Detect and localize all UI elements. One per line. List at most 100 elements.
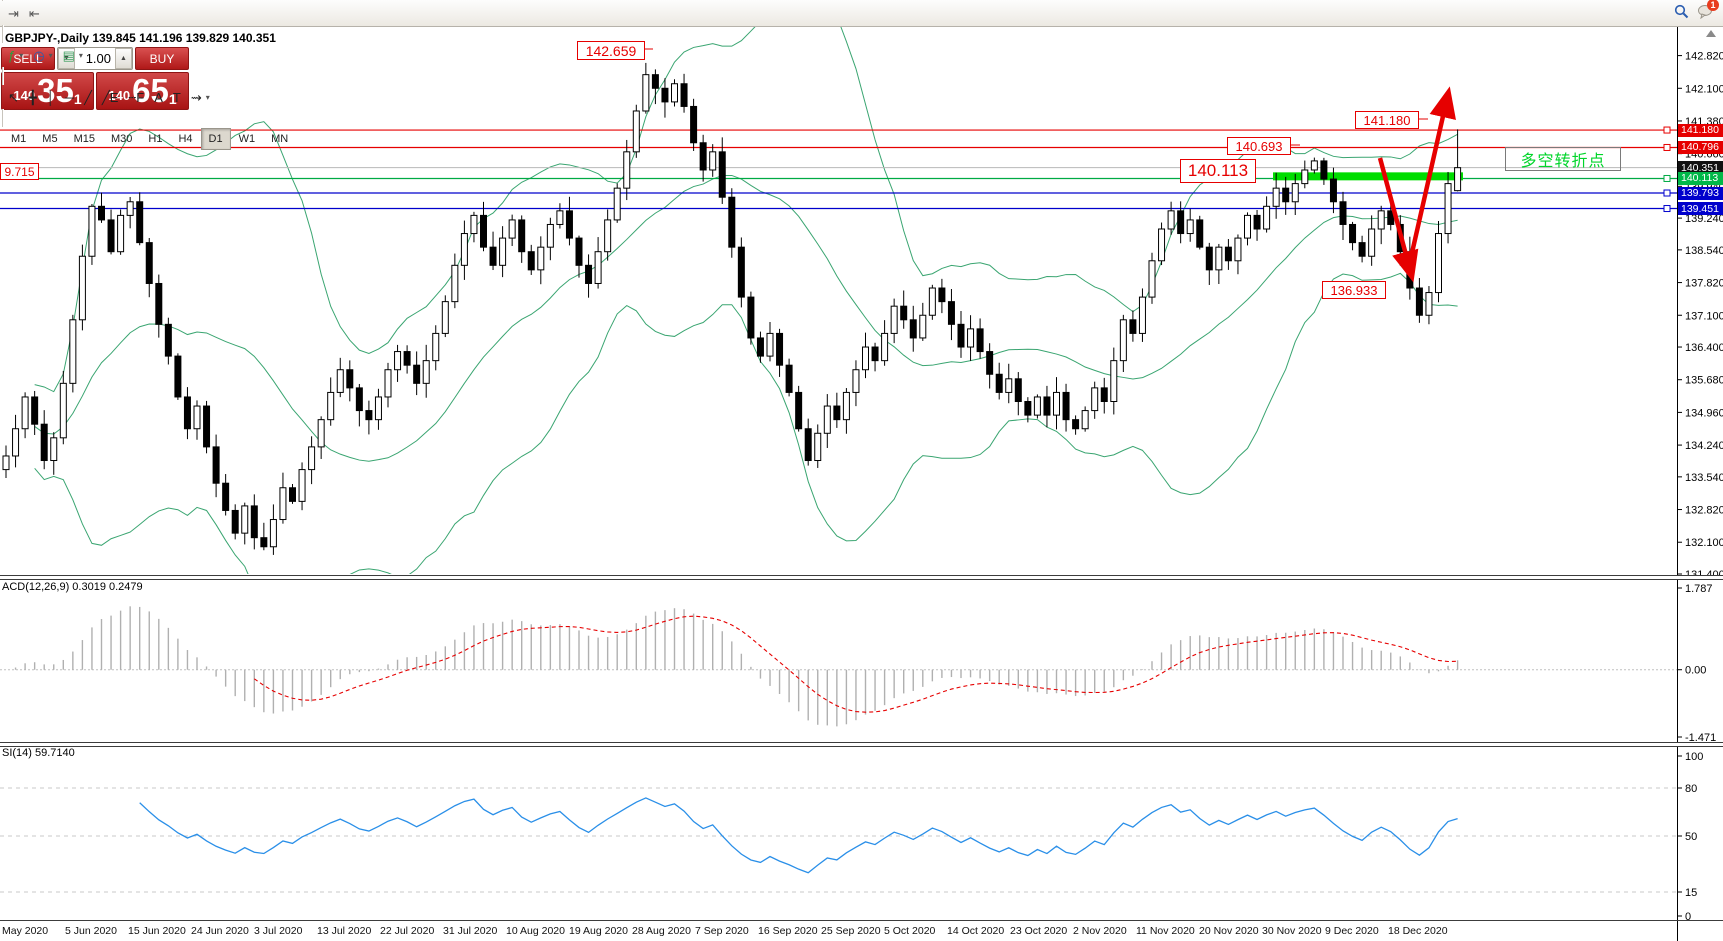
date-tick-label: 9 Dec 2020 [1325, 925, 1379, 937]
trendline-icon: ╱ [84, 89, 92, 105]
text-icon[interactable]: A [149, 85, 168, 109]
date-tick-label: 28 Aug 2020 [632, 925, 691, 937]
date-tick-label: 24 Jun 2020 [191, 925, 249, 937]
date-tick-label: 7 Sep 2020 [695, 925, 749, 937]
date-tick-label: 16 Sep 2020 [758, 925, 818, 937]
dropdown-arrow-icon[interactable]: ▾ [205, 92, 210, 102]
timeframe-h4[interactable]: H4 [178, 133, 193, 145]
rsi-layer [0, 787, 1677, 893]
svg-text:137.820: 137.820 [1685, 278, 1723, 290]
price-axis-border [1677, 27, 1678, 941]
sell-button[interactable]: SELL [1, 47, 55, 70]
horizontal-line-icon: ─ [64, 89, 75, 105]
timeframe-m15[interactable]: M15 [73, 133, 95, 145]
one-click-trade-panel: SELL ▼ 1.00 ▲ BUY 140 35 1 140 65 1 [1, 47, 189, 110]
equidistant-channel-icon: ╱E [101, 89, 119, 105]
date-tick-label: 30 Nov 2020 [1262, 925, 1322, 937]
templates-icon[interactable]: ▤ ▾ [58, 43, 88, 67]
auto-scroll-icon[interactable]: ⇤ [24, 1, 45, 25]
date-tick-label: 13 Jul 2020 [317, 925, 371, 937]
chat-icon[interactable]: 1 [1697, 0, 1719, 22]
svg-text:142.100: 142.100 [1685, 83, 1723, 95]
vertical-line-icon[interactable]: │ [42, 85, 60, 109]
date-tick-label: 2 Nov 2020 [1073, 925, 1127, 937]
timeframe-d1[interactable]: D1 [200, 128, 231, 150]
svg-text:137.100: 137.100 [1685, 310, 1723, 322]
timeframe-h1[interactable]: H1 [148, 133, 163, 145]
buy-price-pip: 1 [168, 91, 177, 107]
toolbar-buttons: ◫⊞新订单◆♙◉⚙自动交易‖⋕∿⊕⊖▦⇥⇤ƒ▾◷▾▤▾↖╋│─╱╱E┄FAT⇝▾… [0, 0, 299, 151]
line-handle [1663, 189, 1671, 197]
macd-layer [0, 606, 1677, 727]
price-annotation-label[interactable]: 140.693 [1227, 137, 1291, 155]
arrows-icon[interactable]: ⇝ ▾ [186, 85, 215, 109]
svg-text:0.00: 0.00 [1685, 665, 1706, 677]
search-icon[interactable] [1674, 4, 1689, 22]
date-tick-label: 5 Oct 2020 [884, 925, 936, 937]
date-tick-label: 14 Oct 2020 [947, 925, 1004, 937]
price-annotation-label[interactable]: 141.180 [1355, 111, 1419, 129]
toolbar-group: ƒ ▾ ◷ ▾ ▤ ▾ [0, 43, 299, 67]
scroll-up-icon[interactable] [1706, 30, 1716, 37]
volume-increase-button[interactable]: ▲ [115, 48, 132, 69]
macd-pane-separator[interactable] [0, 575, 1723, 580]
level-price-badge: 140.796 [1678, 140, 1723, 154]
date-tick-label: 23 Oct 2020 [1010, 925, 1067, 937]
rsi-pane-bottom-border [0, 920, 1723, 921]
rsi-pane-separator[interactable] [0, 742, 1723, 747]
crosshair-icon[interactable]: ╋ [24, 85, 42, 109]
svg-text:134.240: 134.240 [1685, 440, 1723, 452]
timeframe-m1[interactable]: M1 [11, 133, 27, 145]
horizontal-line-icon[interactable]: ─ [60, 85, 79, 109]
price-annotation-label[interactable]: 136.933 [1322, 281, 1386, 299]
date-tick-label: 20 Nov 2020 [1199, 925, 1259, 937]
svg-text:139.240: 139.240 [1685, 213, 1723, 225]
sell-price-display[interactable]: 140 35 1 [1, 72, 94, 110]
price-annotation-label[interactable]: 142.659 [577, 41, 645, 60]
equidistant-channel-icon[interactable]: ╱E [97, 85, 124, 109]
dropdown-arrow-icon[interactable]: ▾ [48, 50, 53, 60]
rsi-pane-label: SI(14) 59.7140 [2, 747, 75, 759]
dropdown-arrow-icon[interactable]: ▾ [78, 50, 83, 60]
svg-text:1.787: 1.787 [1685, 583, 1713, 595]
svg-text:80: 80 [1685, 783, 1697, 795]
support-band [1273, 172, 1463, 181]
timeframe-m30[interactable]: M30 [110, 133, 133, 145]
trend-note-box[interactable]: 多空转折点 [1505, 147, 1621, 171]
chart-shift-icon[interactable]: ⇥ [3, 1, 24, 25]
level-price-badge: 141.180 [1678, 123, 1723, 137]
line-handle [1663, 174, 1671, 182]
indicators-icon[interactable]: ƒ ▾ [3, 43, 28, 67]
periods-icon: ◷ [33, 47, 45, 63]
timeframe-mn[interactable]: MN [271, 133, 289, 145]
macd-pane-label: ACD(12,26,9) 0.3019 0.2479 [2, 581, 143, 593]
price-annotation-label[interactable]: 140.113 [1180, 159, 1256, 183]
svg-text:0: 0 [1685, 911, 1691, 923]
buy-price-main: 65 [132, 72, 169, 109]
fibonacci-icon[interactable]: ┄F [123, 85, 149, 109]
price-annotation-label[interactable]: 9.715 [0, 163, 39, 180]
text-label-icon: T [172, 89, 181, 105]
main-chart-layer [0, 27, 1677, 574]
timeframe-w1[interactable]: W1 [238, 133, 256, 145]
volume-decrease-button[interactable]: ▼ [58, 48, 75, 69]
date-tick-label: 31 Jul 2020 [443, 925, 497, 937]
svg-text:142.820: 142.820 [1685, 51, 1723, 63]
buy-button[interactable]: BUY [135, 47, 189, 70]
date-tick-label: 11 Nov 2020 [1136, 925, 1195, 937]
volume-stepper: ▼ 1.00 ▲ [57, 47, 133, 70]
volume-value[interactable]: 1.00 [85, 51, 111, 66]
periods-icon[interactable]: ◷ ▾ [28, 43, 57, 67]
svg-text:-1.471: -1.471 [1685, 732, 1716, 744]
svg-text:135.680: 135.680 [1685, 375, 1723, 387]
trendline-icon[interactable]: ╱ [79, 85, 97, 109]
svg-text:50: 50 [1685, 831, 1697, 843]
timeframe-m5[interactable]: M5 [42, 133, 58, 145]
text-label-icon[interactable]: T [168, 85, 186, 109]
chat-badge: 1 [1707, 0, 1719, 11]
chart-shift-icon: ⇥ [8, 5, 19, 21]
cursor-icon[interactable]: ↖ [3, 85, 24, 109]
dropdown-arrow-icon[interactable]: ▾ [19, 50, 24, 60]
buy-price-display[interactable]: 140 65 1 [96, 72, 189, 110]
